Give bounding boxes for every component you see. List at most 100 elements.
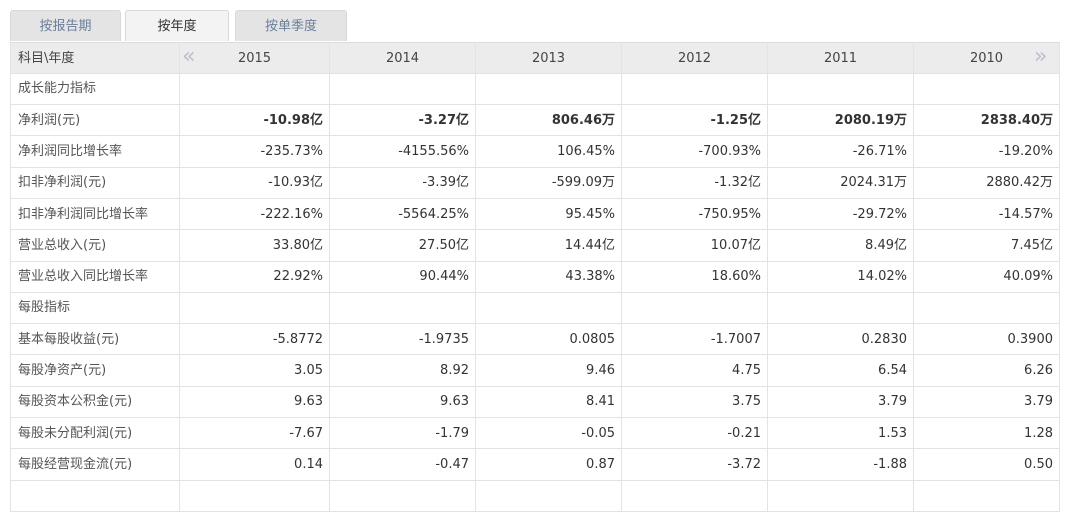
row-label: 每股未分配利润(元) bbox=[10, 417, 180, 450]
value-cell: 2880.42万 bbox=[914, 167, 1060, 199]
value-cell: 9.63 bbox=[330, 386, 476, 419]
value-cell: 95.45% bbox=[476, 198, 622, 231]
value-cell: -222.16% bbox=[180, 198, 330, 231]
row-label: 营业总收入(元) bbox=[10, 229, 180, 262]
value-cell: 0.0805 bbox=[476, 323, 622, 356]
row-label: 每股经营现金流(元) bbox=[10, 448, 180, 481]
value-cell: 3.75 bbox=[622, 386, 768, 419]
value-cell: -599.09万 bbox=[476, 167, 622, 199]
value-cell: -3.39亿 bbox=[330, 167, 476, 199]
value-cell bbox=[476, 73, 622, 106]
value-cell: 9.63 bbox=[180, 386, 330, 419]
value-cell: -26.71% bbox=[768, 135, 914, 168]
value-cell: 106.45% bbox=[476, 135, 622, 168]
cut-off-cell bbox=[768, 480, 914, 512]
value-cell: -4155.56% bbox=[330, 135, 476, 168]
value-cell: 1.53 bbox=[768, 417, 914, 450]
value-cell: 22.92% bbox=[180, 261, 330, 293]
value-cell: -1.88 bbox=[768, 448, 914, 481]
value-cell: -700.93% bbox=[622, 135, 768, 168]
value-cell: -10.98亿 bbox=[180, 104, 330, 137]
year-header: 2015 bbox=[180, 42, 330, 74]
value-cell bbox=[180, 73, 330, 106]
value-cell: 90.44% bbox=[330, 261, 476, 293]
cut-off-cell bbox=[622, 480, 768, 512]
value-cell: -1.25亿 bbox=[622, 104, 768, 137]
row-label: 每股资本公积金(元) bbox=[10, 386, 180, 419]
value-cell: 8.92 bbox=[330, 355, 476, 387]
row-label: 扣非净利润(元) bbox=[10, 167, 180, 199]
value-cell: 2838.40万 bbox=[914, 104, 1060, 137]
value-cell: 0.2830 bbox=[768, 323, 914, 356]
value-cell bbox=[914, 73, 1060, 106]
value-cell: -19.20% bbox=[914, 135, 1060, 168]
year-header: 2014 bbox=[330, 42, 476, 74]
value-cell: 0.3900 bbox=[914, 323, 1060, 356]
row-label: 净利润同比增长率 bbox=[10, 135, 180, 168]
value-cell: 14.44亿 bbox=[476, 229, 622, 262]
value-cell: -0.21 bbox=[622, 417, 768, 450]
row-label: 营业总收入同比增长率 bbox=[10, 261, 180, 293]
value-cell: -14.57% bbox=[914, 198, 1060, 231]
value-cell: 14.02% bbox=[768, 261, 914, 293]
value-cell: 7.45亿 bbox=[914, 229, 1060, 262]
prev-arrow[interactable]: « bbox=[182, 44, 196, 69]
value-cell: 9.46 bbox=[476, 355, 622, 387]
value-cell: -3.72 bbox=[622, 448, 768, 481]
row-label: 扣非净利润同比增长率 bbox=[10, 198, 180, 231]
value-cell: -7.67 bbox=[180, 417, 330, 450]
section-label: 每股指标 bbox=[10, 292, 180, 325]
value-cell: -0.47 bbox=[330, 448, 476, 481]
value-cell bbox=[330, 292, 476, 325]
value-cell: -1.79 bbox=[330, 417, 476, 450]
section-label: 成长能力指标 bbox=[10, 73, 180, 106]
cut-off-cell bbox=[476, 480, 622, 512]
value-cell bbox=[476, 292, 622, 325]
value-cell: 10.07亿 bbox=[622, 229, 768, 262]
value-cell: -235.73% bbox=[180, 135, 330, 168]
next-arrow[interactable]: » bbox=[1034, 44, 1048, 69]
cut-off-cell bbox=[180, 480, 330, 512]
value-cell: -5564.25% bbox=[330, 198, 476, 231]
value-cell: -1.9735 bbox=[330, 323, 476, 356]
row-label: 基本每股收益(元) bbox=[10, 323, 180, 356]
cut-off-cell bbox=[330, 480, 476, 512]
header-label: 科目\年度 bbox=[10, 42, 180, 74]
value-cell: 2024.31万 bbox=[768, 167, 914, 199]
value-cell: -0.05 bbox=[476, 417, 622, 450]
value-cell: -5.8772 bbox=[180, 323, 330, 356]
value-cell: 8.41 bbox=[476, 386, 622, 419]
row-label: 净利润(元) bbox=[10, 104, 180, 137]
value-cell: 6.26 bbox=[914, 355, 1060, 387]
tab[interactable]: 按年度 bbox=[125, 10, 229, 41]
value-cell: -750.95% bbox=[622, 198, 768, 231]
value-cell bbox=[180, 292, 330, 325]
value-cell bbox=[622, 73, 768, 106]
value-cell: 6.54 bbox=[768, 355, 914, 387]
year-header: 2011 bbox=[768, 42, 914, 74]
year-header: 2010 bbox=[914, 42, 1060, 74]
value-cell: 0.87 bbox=[476, 448, 622, 481]
value-cell: 806.46万 bbox=[476, 104, 622, 137]
value-cell bbox=[330, 73, 476, 106]
value-cell bbox=[622, 292, 768, 325]
value-cell: -29.72% bbox=[768, 198, 914, 231]
tab[interactable]: 按单季度 bbox=[235, 10, 347, 41]
row-label: 每股净资产(元) bbox=[10, 355, 180, 387]
value-cell: -1.7007 bbox=[622, 323, 768, 356]
value-cell: 3.05 bbox=[180, 355, 330, 387]
value-cell: 33.80亿 bbox=[180, 229, 330, 262]
value-cell: -3.27亿 bbox=[330, 104, 476, 137]
value-cell: 8.49亿 bbox=[768, 229, 914, 262]
value-cell bbox=[768, 73, 914, 106]
value-cell: 27.50亿 bbox=[330, 229, 476, 262]
value-cell: 3.79 bbox=[914, 386, 1060, 419]
tab[interactable]: 按报告期 bbox=[10, 10, 121, 41]
value-cell: 3.79 bbox=[768, 386, 914, 419]
year-header: 2013 bbox=[476, 42, 622, 74]
value-cell bbox=[914, 292, 1060, 325]
year-header: 2012 bbox=[622, 42, 768, 74]
value-cell: 43.38% bbox=[476, 261, 622, 293]
value-cell: -10.93亿 bbox=[180, 167, 330, 199]
value-cell: 4.75 bbox=[622, 355, 768, 387]
